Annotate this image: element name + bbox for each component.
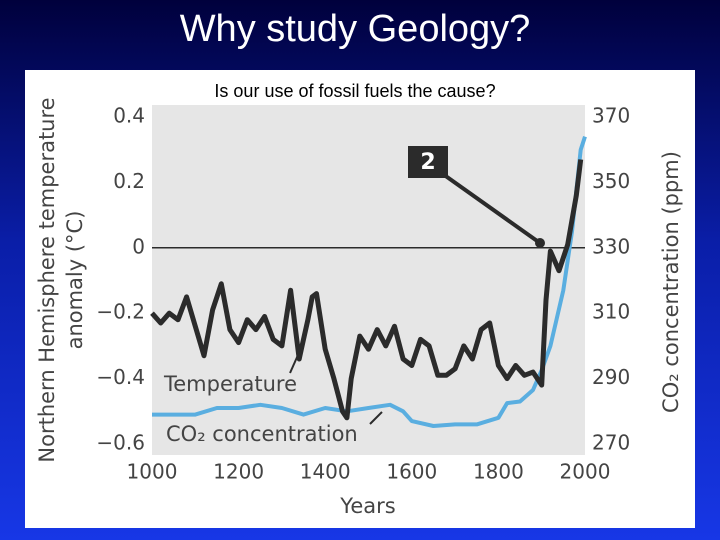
y2-tick-label: 290 [592, 365, 630, 389]
slide-title: Why study Geology? [179, 8, 531, 50]
x-tick-label: 2000 [560, 460, 611, 484]
y2-tick-label: 310 [592, 300, 630, 324]
series-line [150, 159, 584, 421]
x-axis-label: Years [339, 494, 395, 518]
y2-axis-label: CO₂ concentration (ppm) [659, 151, 683, 413]
annotation-arrow [438, 170, 542, 245]
y2-tick-label: 330 [592, 234, 630, 258]
y2-tick-label: 270 [592, 431, 630, 455]
y-axis-label: anomaly (°C) [63, 211, 87, 350]
y-tick-label: 0.4 [113, 104, 145, 128]
x-tick-label: 1000 [127, 460, 178, 484]
label-pointer [369, 411, 383, 425]
y-tick-label: 0 [132, 234, 145, 258]
y-tick-label: 0.2 [113, 169, 145, 193]
annotation-box [408, 146, 448, 178]
series-label: Temperature [163, 372, 297, 396]
y-axis-label: Northern Hemisphere temperature [35, 97, 59, 462]
x-tick-label: 1400 [300, 460, 351, 484]
y-tick-label: −0.6 [96, 431, 145, 455]
y-tick-label: −0.2 [96, 300, 145, 324]
plot-area [152, 105, 585, 455]
annotation-label: 2 [420, 150, 435, 175]
y2-tick-label: 350 [592, 169, 630, 193]
x-tick-label: 1600 [386, 460, 437, 484]
annotation-dot [535, 238, 545, 248]
series-line [152, 135, 587, 428]
x-tick-label: 1800 [473, 460, 524, 484]
y-tick-label: −0.4 [96, 365, 145, 389]
series-label: CO₂ concentration [166, 422, 358, 446]
chart-subtitle: Is our use of fossil fuels the cause? [214, 81, 495, 101]
x-tick-label: 1200 [213, 460, 264, 484]
y2-tick-label: 370 [592, 104, 630, 128]
